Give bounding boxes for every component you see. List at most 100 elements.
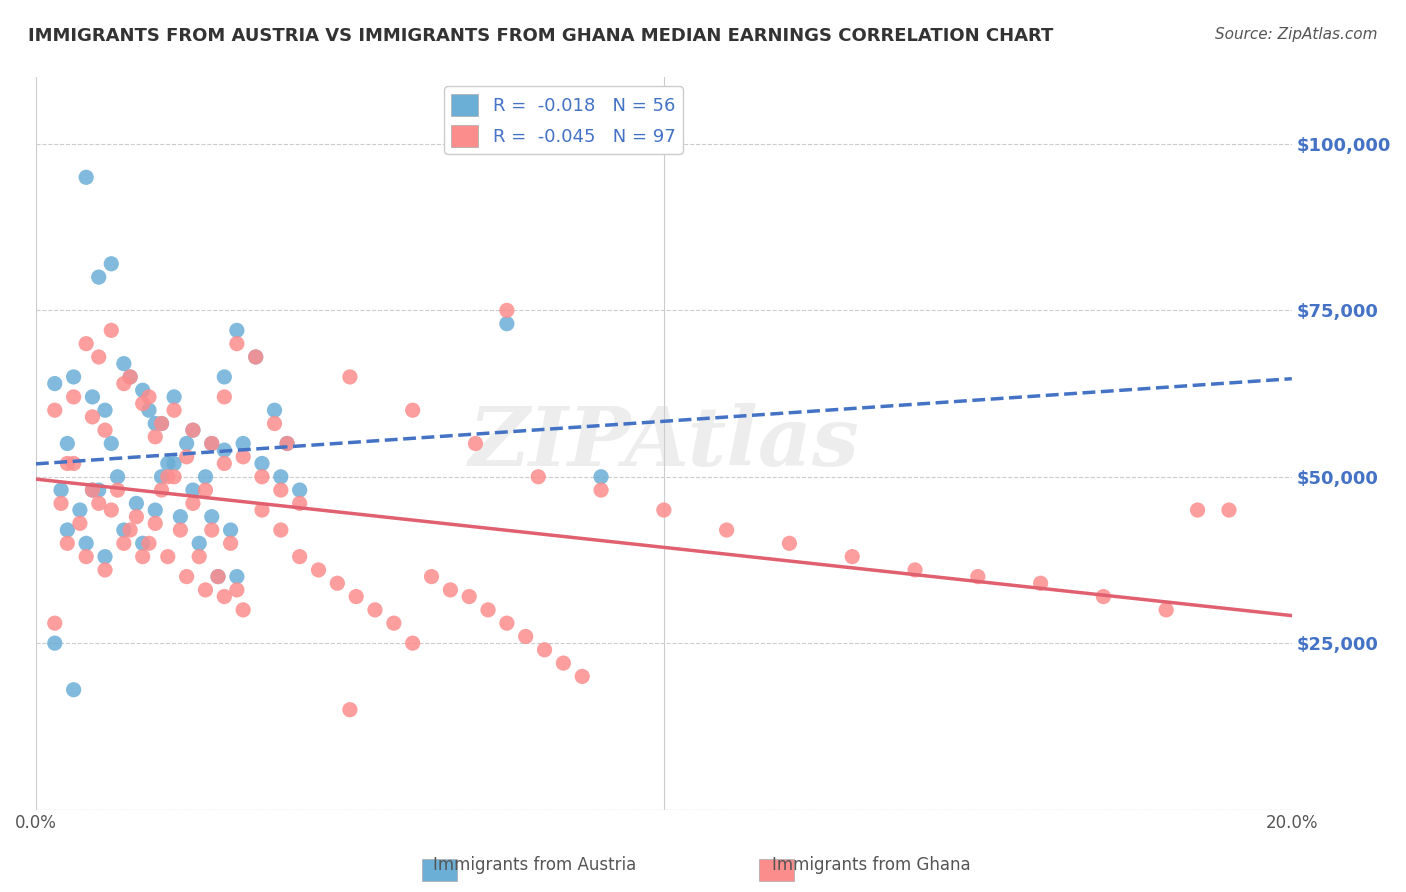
Point <box>82 483 104 497</box>
Point <box>176 569 198 583</box>
Point <box>207 569 229 583</box>
Point <box>201 509 224 524</box>
Point <box>194 483 217 497</box>
Point <box>156 457 179 471</box>
Point <box>94 403 117 417</box>
Point <box>100 257 122 271</box>
Point <box>62 390 84 404</box>
Point <box>589 469 612 483</box>
Point <box>225 323 247 337</box>
Point <box>150 417 173 431</box>
Point <box>194 582 217 597</box>
Point <box>112 523 135 537</box>
Point <box>464 436 486 450</box>
Point <box>288 549 311 564</box>
Point <box>188 536 211 550</box>
Point <box>214 370 236 384</box>
Point <box>150 417 173 431</box>
Point <box>156 469 179 483</box>
Point <box>496 303 519 318</box>
Point <box>553 656 575 670</box>
Point <box>75 549 97 564</box>
Point <box>1092 590 1115 604</box>
Point <box>225 582 247 597</box>
Point <box>82 390 104 404</box>
Point <box>250 457 273 471</box>
Point <box>87 483 110 497</box>
Point <box>125 496 148 510</box>
Point <box>69 503 91 517</box>
Point <box>214 590 236 604</box>
Point <box>112 536 135 550</box>
Text: Source: ZipAtlas.com: Source: ZipAtlas.com <box>1215 27 1378 42</box>
Point <box>82 483 104 497</box>
Point <box>131 383 153 397</box>
Point <box>1029 576 1052 591</box>
Point <box>107 469 129 483</box>
Point <box>339 370 361 384</box>
Point <box>263 403 285 417</box>
Point <box>163 403 186 417</box>
Point <box>326 576 349 591</box>
Point <box>219 536 242 550</box>
Point <box>100 323 122 337</box>
Point <box>966 569 988 583</box>
Point <box>496 616 519 631</box>
Point <box>56 536 79 550</box>
Point <box>250 469 273 483</box>
Point <box>125 509 148 524</box>
Point <box>87 350 110 364</box>
Point <box>62 457 84 471</box>
Point <box>107 483 129 497</box>
Point <box>75 536 97 550</box>
Point <box>270 523 292 537</box>
Point <box>339 703 361 717</box>
Point <box>270 469 292 483</box>
Point <box>194 469 217 483</box>
Point <box>527 469 550 483</box>
Point <box>49 483 72 497</box>
Point <box>245 350 267 364</box>
Point <box>94 563 117 577</box>
Point <box>143 417 166 431</box>
Point <box>138 390 160 404</box>
Point <box>250 503 273 517</box>
Point <box>94 549 117 564</box>
Point <box>716 523 738 537</box>
Point <box>263 417 285 431</box>
Text: ZIPAtlas: ZIPAtlas <box>468 403 859 483</box>
Point <box>778 536 800 550</box>
Point <box>571 669 593 683</box>
Legend: R =  -0.018   N = 56, R =  -0.045   N = 97: R = -0.018 N = 56, R = -0.045 N = 97 <box>444 87 683 154</box>
Point <box>87 496 110 510</box>
Point <box>100 436 122 450</box>
Point <box>364 603 387 617</box>
Text: IMMIGRANTS FROM AUSTRIA VS IMMIGRANTS FROM GHANA MEDIAN EARNINGS CORRELATION CHA: IMMIGRANTS FROM AUSTRIA VS IMMIGRANTS FR… <box>28 27 1053 45</box>
Point <box>131 549 153 564</box>
Point <box>112 376 135 391</box>
Point <box>131 536 153 550</box>
Point <box>100 503 122 517</box>
Point <box>75 336 97 351</box>
Text: Immigrants from Austria: Immigrants from Austria <box>433 856 636 874</box>
Point <box>402 403 425 417</box>
Text: Immigrants from Ghana: Immigrants from Ghana <box>772 856 972 874</box>
Point <box>56 523 79 537</box>
Point <box>44 636 66 650</box>
Point <box>44 376 66 391</box>
Point <box>163 457 186 471</box>
Point <box>201 436 224 450</box>
Point <box>245 350 267 364</box>
Point <box>288 496 311 510</box>
Point <box>402 636 425 650</box>
Point <box>344 590 367 604</box>
Point <box>201 523 224 537</box>
Point <box>138 536 160 550</box>
Point <box>515 630 537 644</box>
Point <box>1218 503 1240 517</box>
Point <box>169 509 191 524</box>
Point <box>496 317 519 331</box>
Point <box>120 370 142 384</box>
Point <box>270 483 292 497</box>
Point <box>156 549 179 564</box>
